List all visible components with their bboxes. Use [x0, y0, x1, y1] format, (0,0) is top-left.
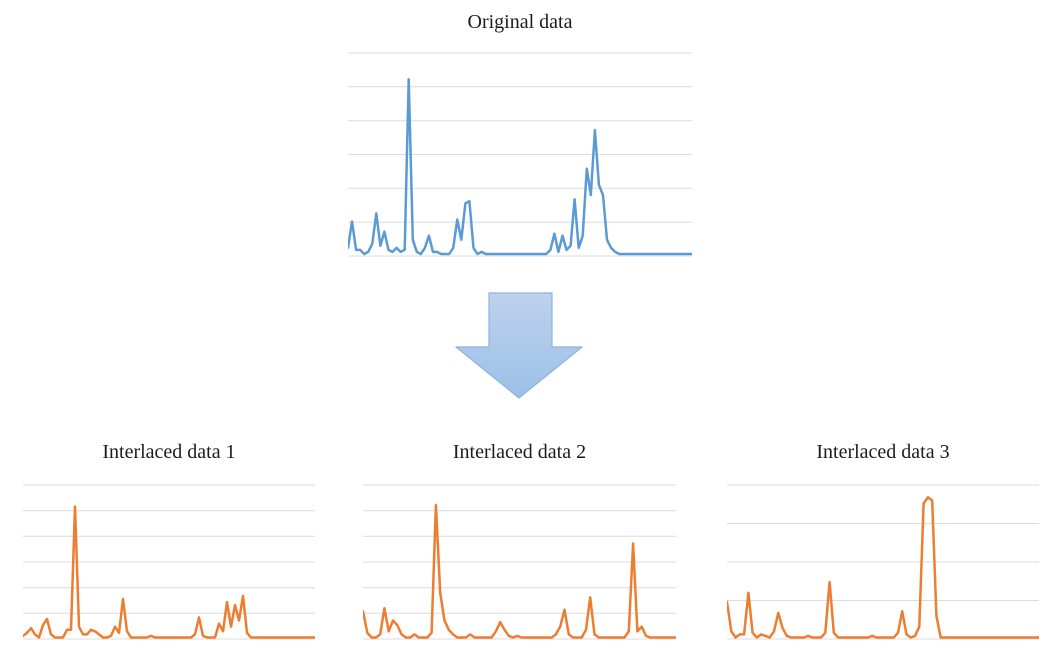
interlaced-data-1-title: Interlaced data 1 — [102, 441, 236, 463]
interlaced-data-3-chart — [727, 484, 1039, 640]
interlaced-data-3-title: Interlaced data 3 — [816, 441, 950, 463]
interlaced-data-1-chart — [23, 484, 315, 640]
original-data-chart — [348, 52, 692, 257]
down-arrow-icon — [455, 292, 583, 399]
interlaced-data-2-title: Interlaced data 2 — [452, 441, 587, 463]
original-data-title: Original data — [467, 11, 573, 33]
interlaced-data-2-chart — [363, 484, 676, 640]
